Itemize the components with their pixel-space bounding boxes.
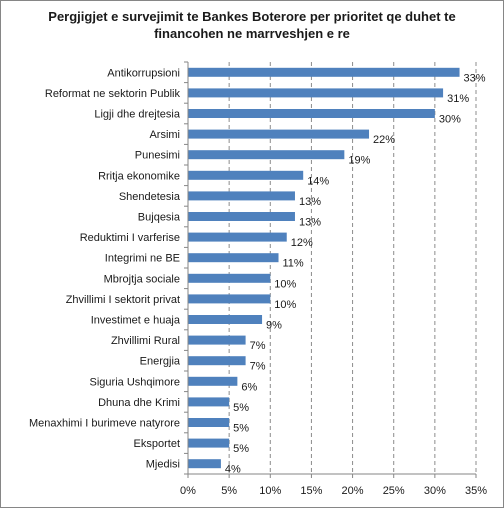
- bar-6: [188, 191, 295, 201]
- category-label-15: Siguria Ushqimore: [90, 376, 180, 388]
- x-tick-label-5: 25%: [383, 485, 405, 497]
- x-tick-label-1: 5%: [221, 485, 237, 497]
- value-label-15: 6%: [241, 381, 257, 393]
- value-label-2: 30%: [439, 114, 461, 126]
- x-tick-label-3: 15%: [300, 485, 322, 497]
- category-label-16: Dhuna dhe Krimi: [98, 397, 180, 409]
- value-label-14: 7%: [250, 361, 266, 373]
- chart-title: Pergjigjet e survejimit te Bankes Botero…: [0, 8, 504, 42]
- bar-1: [188, 88, 444, 98]
- x-tick-label-4: 20%: [342, 485, 364, 497]
- category-label-3: Arsimi: [149, 129, 180, 141]
- category-label-2: Ligji dhe drejtesia: [94, 109, 180, 121]
- category-label-10: Mbrojtja sociale: [104, 273, 180, 285]
- bar-11: [188, 294, 271, 304]
- x-tick-label-6: 30%: [424, 485, 446, 497]
- value-label-11: 10%: [274, 299, 296, 311]
- value-label-13: 7%: [250, 340, 266, 352]
- gridlines: [228, 62, 477, 474]
- bar-5: [188, 170, 304, 180]
- category-label-17: Menaxhimi I burimeve natyrore: [29, 418, 180, 430]
- x-tick-label-7: 35%: [465, 485, 487, 497]
- value-label-17: 5%: [233, 423, 249, 435]
- value-label-18: 5%: [233, 443, 249, 455]
- bar-12: [188, 315, 263, 324]
- bar-17: [188, 418, 230, 427]
- value-label-7: 13%: [299, 217, 321, 229]
- bar-8: [188, 232, 287, 242]
- chart-title-line-1: Pergjigjet e survejimit te Bankes Botero…: [48, 9, 456, 24]
- bar-2: [188, 109, 435, 118]
- bars: [188, 67, 460, 469]
- category-label-1: Reformat ne sektorin Publik: [45, 88, 181, 100]
- category-label-14: Energjia: [140, 356, 181, 368]
- category-label-12: Investimet e huaja: [91, 315, 181, 327]
- bar-3: [188, 129, 370, 139]
- bar-19: [188, 459, 221, 469]
- value-label-19: 4%: [225, 464, 241, 476]
- category-label-5: Rritja ekonomike: [98, 170, 180, 182]
- value-labels: 33%31%30%22%19%14%13%13%12%11%10%10%9%7%…: [225, 72, 486, 475]
- category-label-18: Eksportet: [134, 438, 180, 450]
- category-label-9: Integrimi ne BE: [105, 253, 180, 265]
- axes: [184, 61, 477, 478]
- bar-0: [188, 67, 460, 77]
- category-labels: Antikorrupsioni Reformat ne sektorin Publ…: [29, 67, 181, 470]
- category-label-8: Reduktimi I varferise: [80, 232, 180, 244]
- value-label-10: 10%: [274, 278, 296, 290]
- bar-7: [188, 212, 295, 221]
- x-tick-label-0: 0%: [180, 485, 196, 497]
- category-label-19: Mjedisi: [146, 459, 180, 471]
- x-tick-label-2: 10%: [259, 485, 281, 497]
- bar-15: [188, 376, 238, 386]
- value-label-12: 9%: [266, 320, 282, 332]
- category-label-11: Zhvillimi I sektorit privat: [66, 294, 180, 306]
- value-label-1: 31%: [447, 93, 469, 105]
- value-label-0: 33%: [464, 72, 486, 84]
- value-label-8: 12%: [291, 237, 313, 249]
- category-label-0: Antikorrupsioni: [107, 67, 180, 79]
- value-label-16: 5%: [233, 402, 249, 414]
- bar-9: [188, 253, 279, 263]
- chart-title-line-2: financohen ne marrveshjen e re: [154, 26, 350, 41]
- bar-16: [188, 397, 230, 407]
- category-label-4: Punesimi: [135, 150, 180, 162]
- bar-14: [188, 356, 246, 366]
- value-label-9: 11%: [283, 258, 304, 270]
- value-label-6: 13%: [299, 196, 321, 208]
- x-tick-labels: 0% 5% 10% 15% 20% 25% 30% 35%: [180, 485, 487, 497]
- bar-4: [188, 150, 345, 160]
- bar-10: [188, 273, 271, 283]
- category-label-13: Zhvillimi Rural: [111, 335, 180, 347]
- category-label-7: Bujqesia: [138, 212, 181, 224]
- bar-13: [188, 335, 246, 345]
- value-label-4: 19%: [348, 155, 370, 167]
- bar-18: [188, 438, 230, 448]
- value-label-3: 22%: [373, 134, 395, 146]
- value-label-5: 14%: [307, 175, 329, 187]
- category-label-6: Shendetesia: [119, 191, 181, 203]
